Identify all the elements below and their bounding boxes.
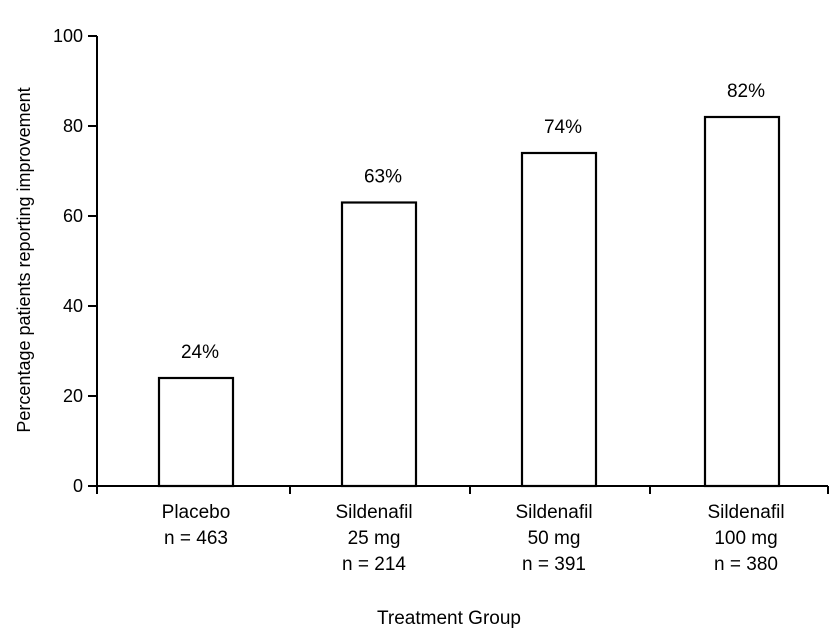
x-tick-label: n = 214 [342, 554, 406, 575]
x-axis-label: Treatment Group [377, 608, 521, 629]
bar [520, 151, 598, 488]
bars [157, 115, 781, 488]
x-tick-label: 100 mg [714, 528, 777, 549]
axes: 0 20 40 60 80 100 Placebo n = 463 Sildenafil 25 m… [53, 26, 829, 575]
y-tick-label: 0 [73, 476, 83, 496]
bar [703, 115, 781, 488]
data-label: 24% [181, 342, 219, 363]
bar [157, 376, 235, 488]
y-tick-label: 80 [63, 116, 83, 136]
data-labels: 24% 63% 74% 82% [181, 81, 765, 363]
x-tick-label: n = 380 [714, 554, 778, 575]
bar [340, 201, 418, 488]
y-tick-label: 40 [63, 296, 83, 316]
data-label: 63% [364, 167, 402, 188]
x-tick-label: 25 mg [348, 528, 401, 549]
y-axis-label: Percentage patients reporting improvemen… [14, 87, 34, 432]
x-tick-label: Sildenafil [515, 502, 592, 523]
x-tick-label: Sildenafil [707, 502, 784, 523]
y-tick-label: 20 [63, 386, 83, 406]
x-tick-label: n = 463 [164, 528, 228, 549]
y-tick-label: 100 [53, 26, 83, 46]
x-tick-label: Placebo [162, 502, 231, 523]
data-label: 82% [727, 81, 765, 102]
x-tick-label: n = 391 [522, 554, 586, 575]
x-tick-label: Sildenafil [335, 502, 412, 523]
data-label: 74% [544, 117, 582, 138]
x-tick-label: 50 mg [528, 528, 581, 549]
y-tick-label: 60 [63, 206, 83, 226]
